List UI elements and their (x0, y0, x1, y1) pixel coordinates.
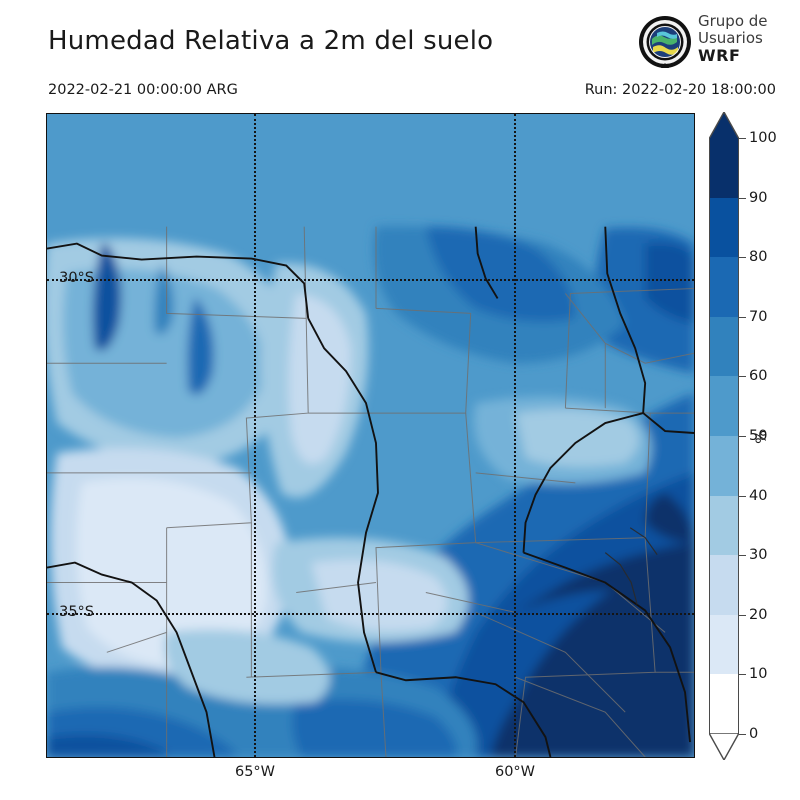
page-title: Humedad Relativa a 2m del suelo (48, 26, 494, 56)
colorbar-tick-0 (739, 734, 746, 735)
colorbar-unit-label: % (754, 430, 770, 444)
valid-time-label: 2022-02-21 00:00:00 ARG (48, 82, 238, 98)
colorbar-bands (709, 138, 739, 734)
humidity-field (47, 114, 694, 757)
river-plate-detail (604, 527, 658, 605)
colorbar-tick-60 (739, 376, 746, 378)
colorbar-tick-80 (739, 257, 746, 259)
lon-label-65W: 65°W (234, 764, 276, 780)
colorbar-label-0: 0 (749, 726, 759, 742)
colorbar-label-70: 70 (749, 308, 768, 325)
colorbar-band-10-20 (710, 614, 738, 675)
colorbar-label-80: 80 (749, 249, 768, 266)
colorbar-tick-40 (739, 495, 746, 497)
colorbar-tick-30 (739, 555, 746, 557)
colorbar-band-90-100 (710, 138, 738, 198)
colorbar-band-30-40 (710, 495, 738, 556)
colorbar-label-90: 90 (749, 189, 768, 206)
colorbar-band-40-50 (710, 436, 738, 496)
country-borders (47, 226, 694, 757)
logo-text-block: Grupo de Usuarios WRF (698, 12, 768, 65)
province-borders (47, 226, 694, 757)
wrf-user-group-logo: Grupo de Usuarios WRF (638, 13, 796, 73)
logo-line-1: Grupo de (698, 12, 768, 30)
colorbar-label-50: 50 (749, 428, 768, 444)
run-time-label: Run: 2022-02-20 18:00:00 (584, 82, 776, 98)
colorbar-band-50-60 (710, 376, 738, 436)
colorbar-label-40: 40 (749, 487, 768, 504)
colorbar-band-70-80 (710, 257, 738, 317)
colorbar-tick-50 (739, 436, 746, 437)
colorbar-band-80-90 (710, 197, 738, 258)
logo-line-3: WRF (698, 46, 741, 65)
lon-label-60W: 60°W (494, 764, 536, 780)
lat-label-35S: 35°S (59, 604, 94, 620)
colorbar-label-10: 10 (749, 666, 768, 683)
colorbar-label-30: 30 (749, 547, 768, 564)
colorbar-tick-90 (739, 197, 746, 199)
colorbar-label-100: 100 (749, 130, 777, 146)
globe-emblem-icon (639, 16, 691, 68)
logo-line-2: Usuarios (698, 29, 763, 47)
colorbar-band-0-10 (710, 674, 738, 734)
colorbar-band-60-70 (710, 316, 738, 377)
lat-label-30S: 30°S (59, 270, 94, 286)
colorbar-tick-100 (739, 138, 746, 139)
colorbar-tick-10 (739, 674, 746, 676)
colorbar-tick-70 (739, 316, 746, 318)
colorbar-extend-top (709, 112, 739, 139)
colorbar-label-60: 60 (749, 368, 768, 385)
colorbar-label-20: 20 (749, 606, 768, 623)
map-panel[interactable] (46, 113, 695, 758)
colorbar-band-20-30 (710, 555, 738, 615)
colorbar: 100 90 80 70 60 50 40 30 20 10 0 (709, 112, 777, 760)
colorbar-tick-20 (739, 614, 746, 616)
colorbar-extend-bottom (709, 733, 739, 760)
